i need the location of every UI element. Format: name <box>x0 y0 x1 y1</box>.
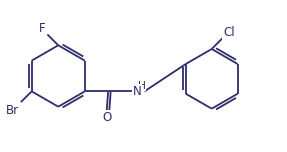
Text: F: F <box>39 22 46 35</box>
Text: Br: Br <box>6 104 20 117</box>
Text: N: N <box>133 85 141 98</box>
Text: O: O <box>102 111 111 124</box>
Text: H: H <box>138 81 146 91</box>
Text: Cl: Cl <box>223 26 234 39</box>
